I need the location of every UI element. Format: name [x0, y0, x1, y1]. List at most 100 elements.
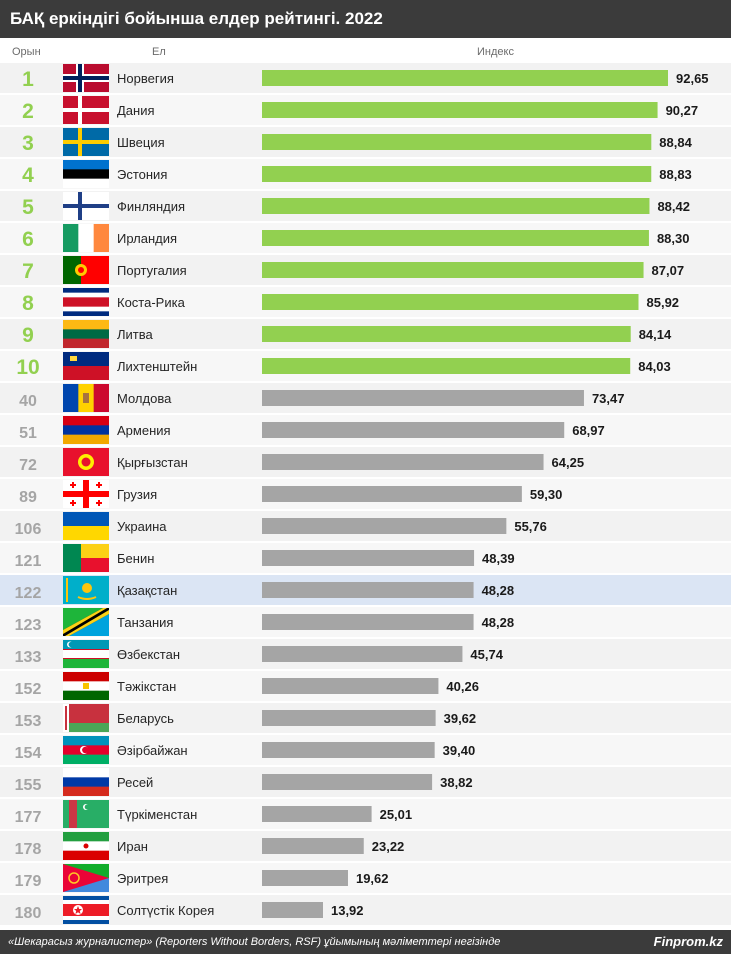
country-label: Солтүстік Корея [117, 903, 214, 918]
country-label: Украина [117, 519, 167, 534]
bar [262, 710, 436, 726]
value-label: 88,30 [657, 231, 690, 246]
country-label: Эритрея [117, 871, 168, 886]
index-column-header: Индекс [477, 46, 514, 58]
rank-label: 178 [15, 841, 42, 858]
rank-label: 180 [15, 905, 42, 922]
bar [262, 550, 475, 566]
value-label: 48,39 [482, 551, 515, 566]
estonia-flag-icon [63, 160, 109, 188]
country-label: Эстония [117, 167, 167, 182]
country-label: Ресей [117, 775, 153, 790]
value-label: 73,47 [592, 391, 625, 406]
azerbaijan-flag-icon [63, 736, 109, 764]
chart-title: БАҚ еркіндігі бойынша елдер рейтингі. 20… [10, 9, 383, 28]
bar [262, 870, 348, 886]
bar [262, 454, 544, 470]
benin-flag-icon [63, 544, 109, 572]
value-label: 90,27 [666, 103, 699, 118]
bar [262, 422, 565, 438]
value-label: 38,82 [440, 775, 473, 790]
bar [262, 838, 364, 854]
bar [262, 486, 522, 502]
rank-label: 10 [16, 356, 39, 379]
rank-column-header: Орын [12, 46, 41, 58]
armenia-flag-icon [63, 416, 109, 444]
eritrea-flag-icon [63, 864, 109, 892]
belarus-flag-icon [63, 704, 109, 732]
country-label: Литва [117, 327, 154, 342]
bar [262, 774, 433, 790]
country-label: Қазақстан [117, 583, 177, 598]
kyrgyzstan-flag-icon [63, 448, 109, 476]
brand-logo: Finprom.kz [653, 934, 723, 949]
country-label: Өзбекстан [117, 647, 180, 662]
rank-label: 6 [22, 228, 34, 251]
value-label: 48,28 [482, 615, 515, 630]
country-label: Армения [117, 423, 171, 438]
country-label: Танзания [117, 615, 173, 630]
value-label: 88,42 [657, 199, 690, 214]
bar [262, 646, 463, 662]
value-label: 39,62 [444, 711, 477, 726]
country-label: Қырғызстан [117, 455, 188, 470]
value-label: 64,25 [552, 455, 585, 470]
footer-bar: «Шекарасыз журналистер» (Reporters Witho… [0, 930, 731, 954]
ukraine-flag-icon [63, 512, 109, 540]
value-label: 25,01 [380, 807, 413, 822]
header-bar: БАҚ еркіндігі бойынша елдер рейтингі. 20… [0, 0, 731, 38]
bar [262, 166, 652, 182]
ranking-chart: 1 Норвегия 92,65 2 Дания 90,27 3 Швеция 88,84 4 Эс… [0, 63, 731, 925]
source-note: «Шекарасыз журналистер» (Reporters Witho… [8, 936, 501, 948]
country-label: Молдова [117, 391, 172, 406]
rank-label: 7 [22, 260, 34, 283]
country-label: Беларусь [117, 711, 174, 726]
row-background [0, 831, 731, 861]
country-label: Коста-Рика [117, 295, 186, 310]
rank-label: 5 [22, 196, 34, 219]
country-label: Португалия [117, 263, 187, 278]
rank-label: 51 [19, 425, 37, 442]
moldova-flag-icon [63, 384, 109, 412]
bar [262, 326, 631, 342]
value-label: 84,14 [639, 327, 672, 342]
iran-flag-icon [63, 832, 109, 860]
rank-label: 121 [15, 553, 42, 570]
bar [262, 358, 631, 374]
denmark-flag-icon [63, 96, 109, 124]
rank-label: 3 [22, 132, 34, 155]
rank-label: 106 [15, 521, 42, 538]
russia-flag-icon [63, 768, 109, 796]
value-label: 48,28 [482, 583, 515, 598]
portugal-flag-icon [63, 256, 109, 284]
country-label: Финляндия [117, 199, 185, 214]
bar [262, 806, 372, 822]
country-label: Ирландия [117, 231, 177, 246]
value-label: 84,03 [638, 359, 671, 374]
rank-label: 177 [15, 809, 42, 826]
rank-label: 179 [15, 873, 42, 890]
country-label: Дания [117, 103, 155, 118]
country-label: Швеция [117, 135, 165, 150]
value-label: 92,65 [676, 71, 709, 86]
bar [262, 262, 644, 278]
costa-rica-flag-icon [63, 288, 109, 316]
ireland-flag-icon [63, 224, 109, 252]
bar [262, 742, 435, 758]
bar [262, 678, 439, 694]
country-label: Түркіменстан [117, 807, 197, 822]
bar [262, 614, 474, 630]
norway-flag-icon [63, 64, 109, 92]
country-label: Лихтенштейн [117, 359, 197, 374]
row-background [0, 863, 731, 893]
finland-flag-icon [63, 192, 109, 220]
value-label: 45,74 [470, 647, 503, 662]
rank-label: 122 [15, 585, 42, 602]
value-label: 85,92 [647, 295, 680, 310]
bar [262, 582, 474, 598]
bar [262, 230, 649, 246]
rank-label: 72 [19, 457, 37, 474]
turkmenistan-flag-icon [63, 800, 109, 828]
bar [262, 902, 323, 918]
value-label: 39,40 [443, 743, 476, 758]
